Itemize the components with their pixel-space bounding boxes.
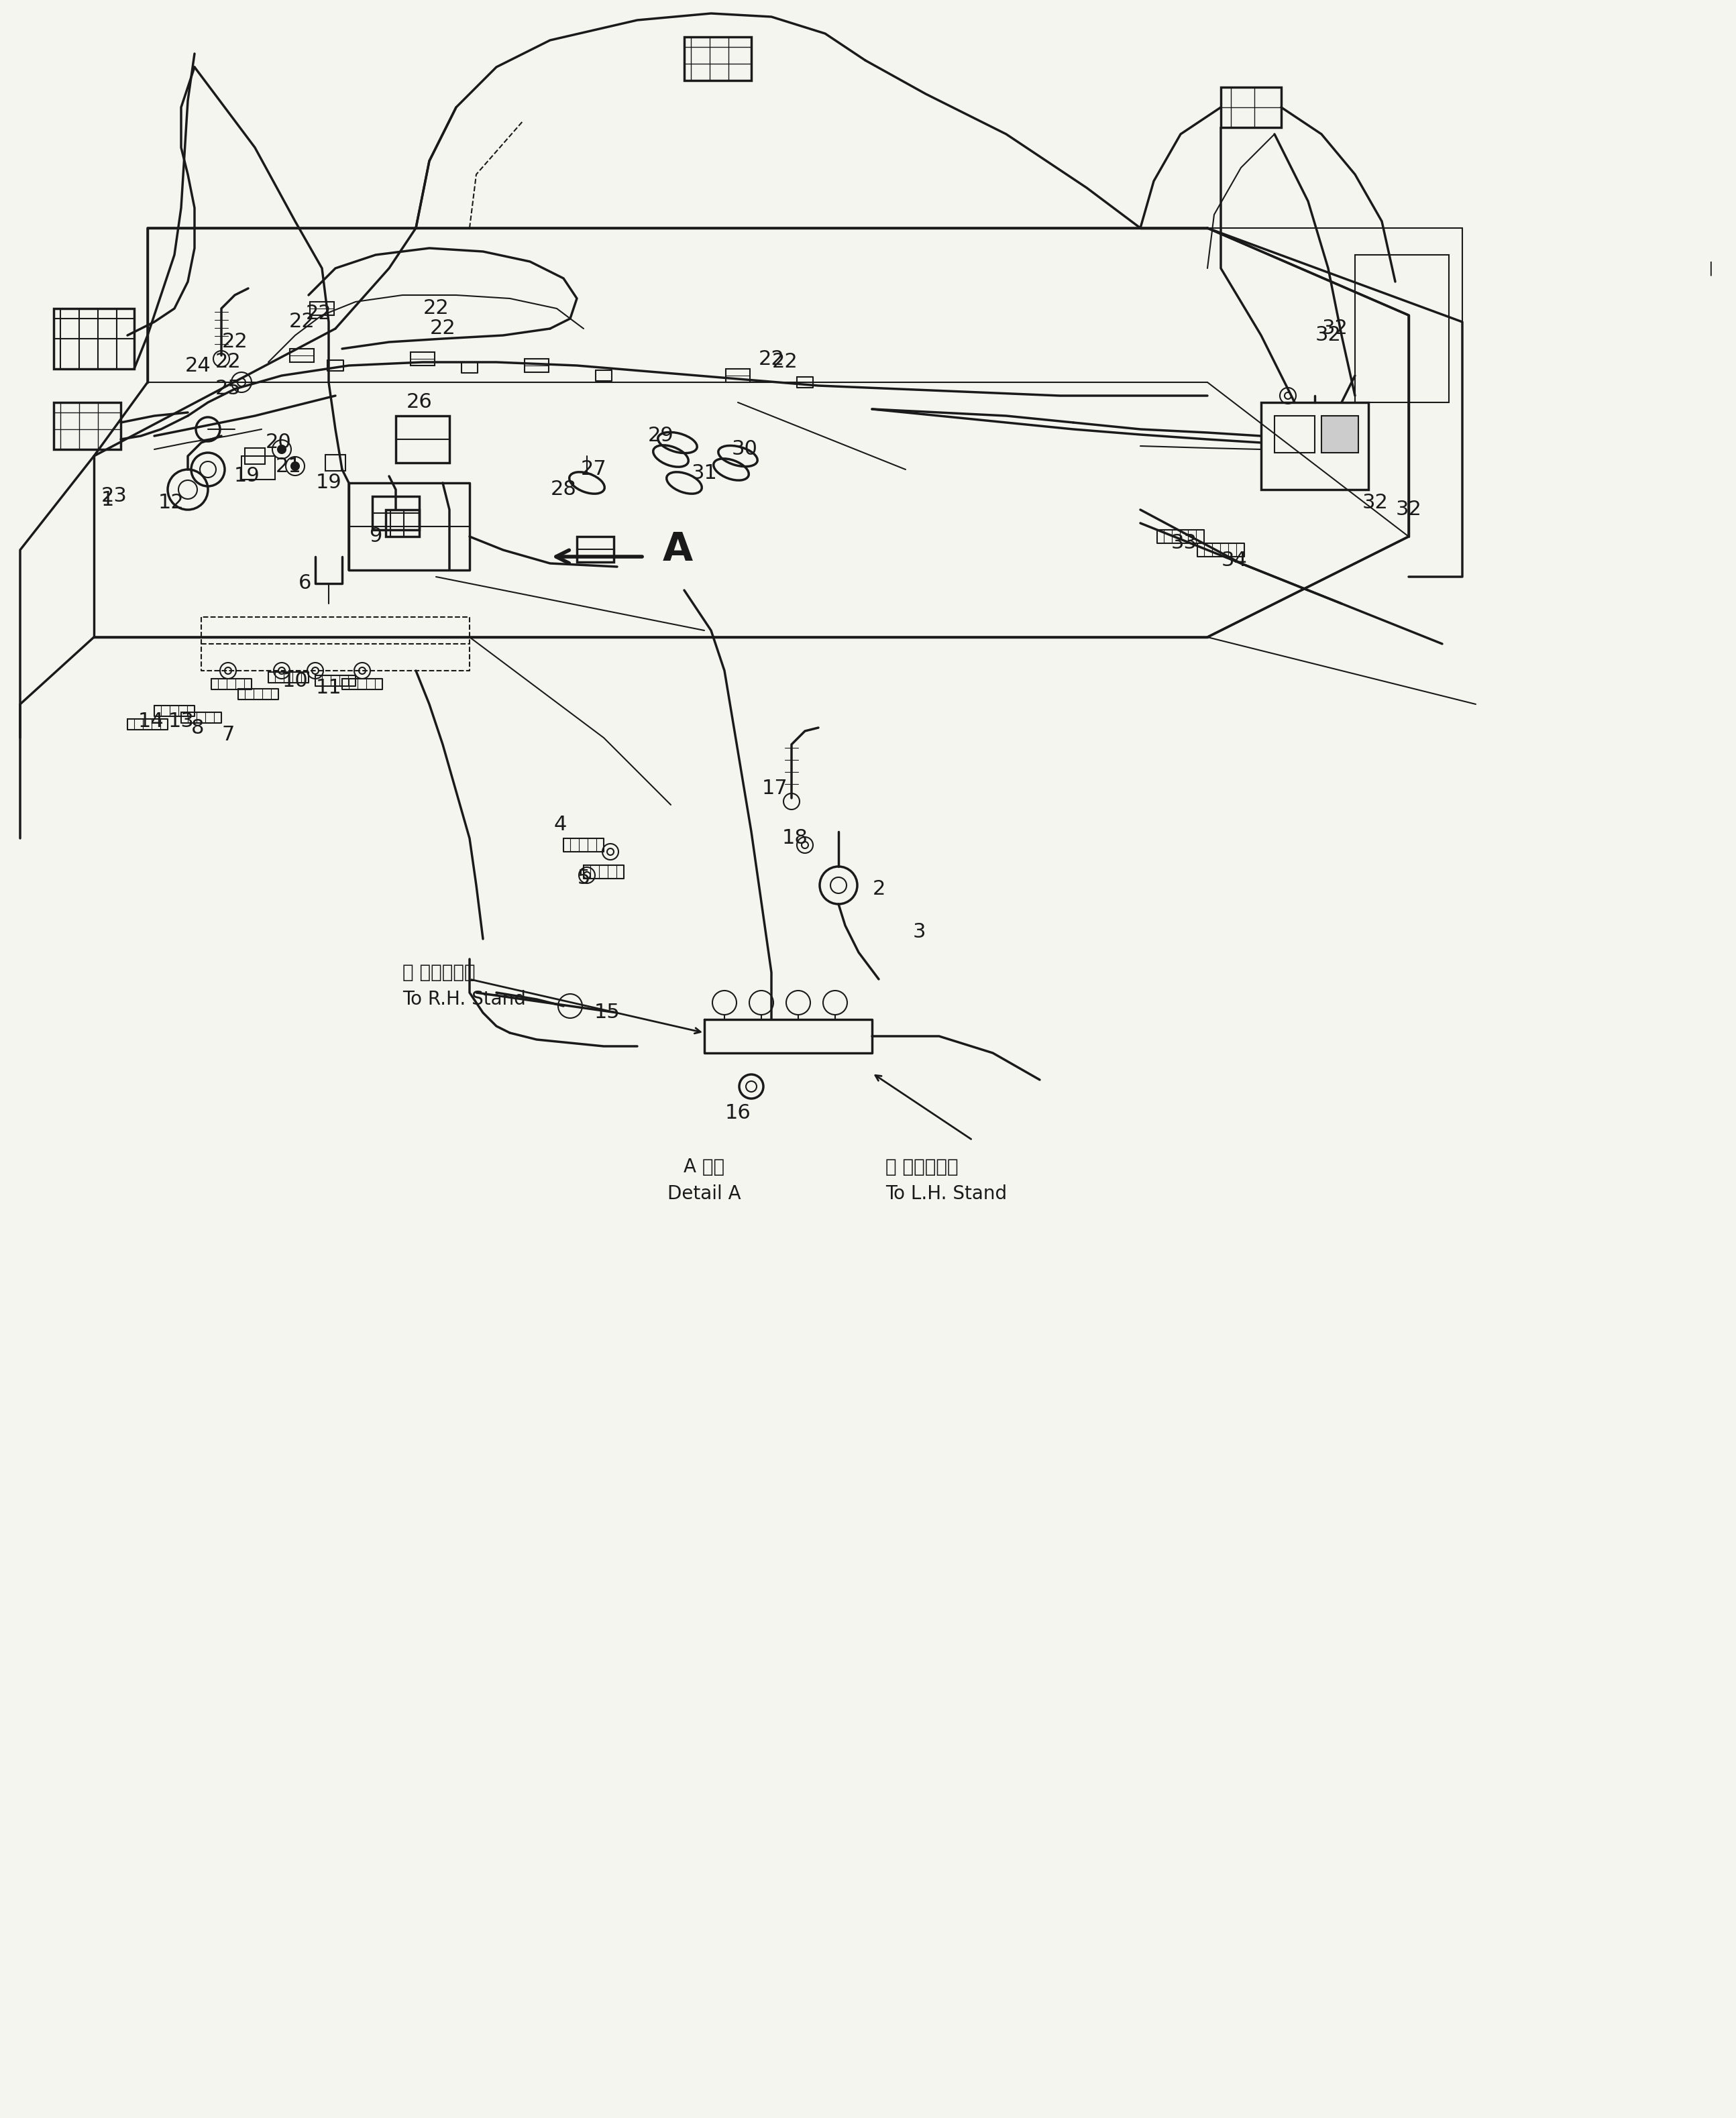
Bar: [1356, 254, 1450, 402]
Text: 30: 30: [731, 441, 757, 460]
Text: 8: 8: [191, 718, 205, 737]
Bar: [385, 510, 418, 536]
Text: 15: 15: [594, 1004, 620, 1023]
Text: 22: 22: [306, 305, 332, 324]
Text: 22: 22: [222, 333, 248, 352]
Text: |: |: [1708, 261, 1713, 275]
Bar: [54, 402, 122, 449]
Text: 10: 10: [283, 671, 309, 690]
Text: 32: 32: [1316, 326, 1342, 345]
Text: 25: 25: [215, 379, 241, 398]
Text: 11: 11: [316, 678, 342, 697]
Text: 2: 2: [871, 879, 885, 898]
Text: 13: 13: [168, 712, 194, 731]
Text: 22: 22: [431, 320, 457, 339]
Text: 17: 17: [762, 777, 788, 798]
Text: 6: 6: [299, 574, 312, 593]
Text: 20: 20: [266, 432, 292, 453]
Text: 26: 26: [406, 392, 432, 413]
Text: 24: 24: [186, 356, 210, 375]
Text: 32: 32: [1363, 493, 1389, 513]
Text: 34: 34: [1220, 551, 1246, 570]
Text: 22: 22: [424, 299, 450, 318]
Text: Detail A: Detail A: [668, 1184, 741, 1203]
Bar: [524, 358, 549, 373]
Bar: [241, 455, 274, 479]
Circle shape: [292, 462, 299, 470]
Bar: [396, 415, 450, 462]
Bar: [325, 455, 345, 470]
Text: 5: 5: [576, 868, 590, 887]
Text: 14: 14: [137, 712, 163, 731]
Text: 左 スタンドへ: 左 スタンドへ: [885, 1159, 958, 1175]
Bar: [1321, 415, 1358, 453]
Text: 29: 29: [648, 426, 674, 445]
Text: 32: 32: [1321, 320, 1347, 339]
Text: To L.H. Stand: To L.H. Stand: [885, 1184, 1007, 1203]
Bar: [1220, 87, 1281, 127]
Text: A: A: [663, 532, 693, 570]
Bar: [576, 536, 615, 561]
Bar: [245, 449, 266, 464]
Text: 31: 31: [691, 464, 717, 483]
Text: 22: 22: [759, 349, 785, 369]
Text: 22: 22: [773, 352, 799, 373]
Bar: [726, 369, 750, 381]
Text: 23: 23: [101, 487, 127, 506]
Text: 19: 19: [316, 472, 342, 493]
Bar: [684, 36, 752, 80]
Circle shape: [278, 445, 286, 453]
Text: 16: 16: [726, 1103, 752, 1123]
Bar: [290, 349, 314, 362]
Text: 9: 9: [370, 527, 382, 546]
Bar: [1274, 415, 1314, 453]
Text: 33: 33: [1170, 534, 1198, 553]
Text: 19: 19: [234, 466, 260, 485]
Bar: [410, 352, 434, 366]
Text: 右 スタンドへ: 右 スタンドへ: [403, 964, 476, 983]
Text: To R.H. Stand: To R.H. Stand: [403, 989, 526, 1008]
Text: 12: 12: [158, 493, 184, 513]
Text: 7: 7: [222, 724, 234, 743]
Text: 18: 18: [781, 828, 807, 847]
Text: 3: 3: [913, 923, 925, 943]
Text: 1: 1: [101, 489, 115, 510]
Bar: [1260, 402, 1368, 489]
Text: 22: 22: [215, 352, 241, 373]
Bar: [372, 496, 418, 530]
Text: A 詳細: A 詳細: [684, 1159, 726, 1175]
Bar: [311, 301, 333, 316]
Text: 28: 28: [550, 481, 576, 500]
Text: 22: 22: [288, 311, 314, 333]
Text: 27: 27: [580, 460, 606, 479]
Text: 4: 4: [554, 815, 566, 834]
Bar: [54, 309, 134, 369]
Text: 32: 32: [1396, 500, 1422, 519]
Text: 21: 21: [276, 455, 302, 477]
